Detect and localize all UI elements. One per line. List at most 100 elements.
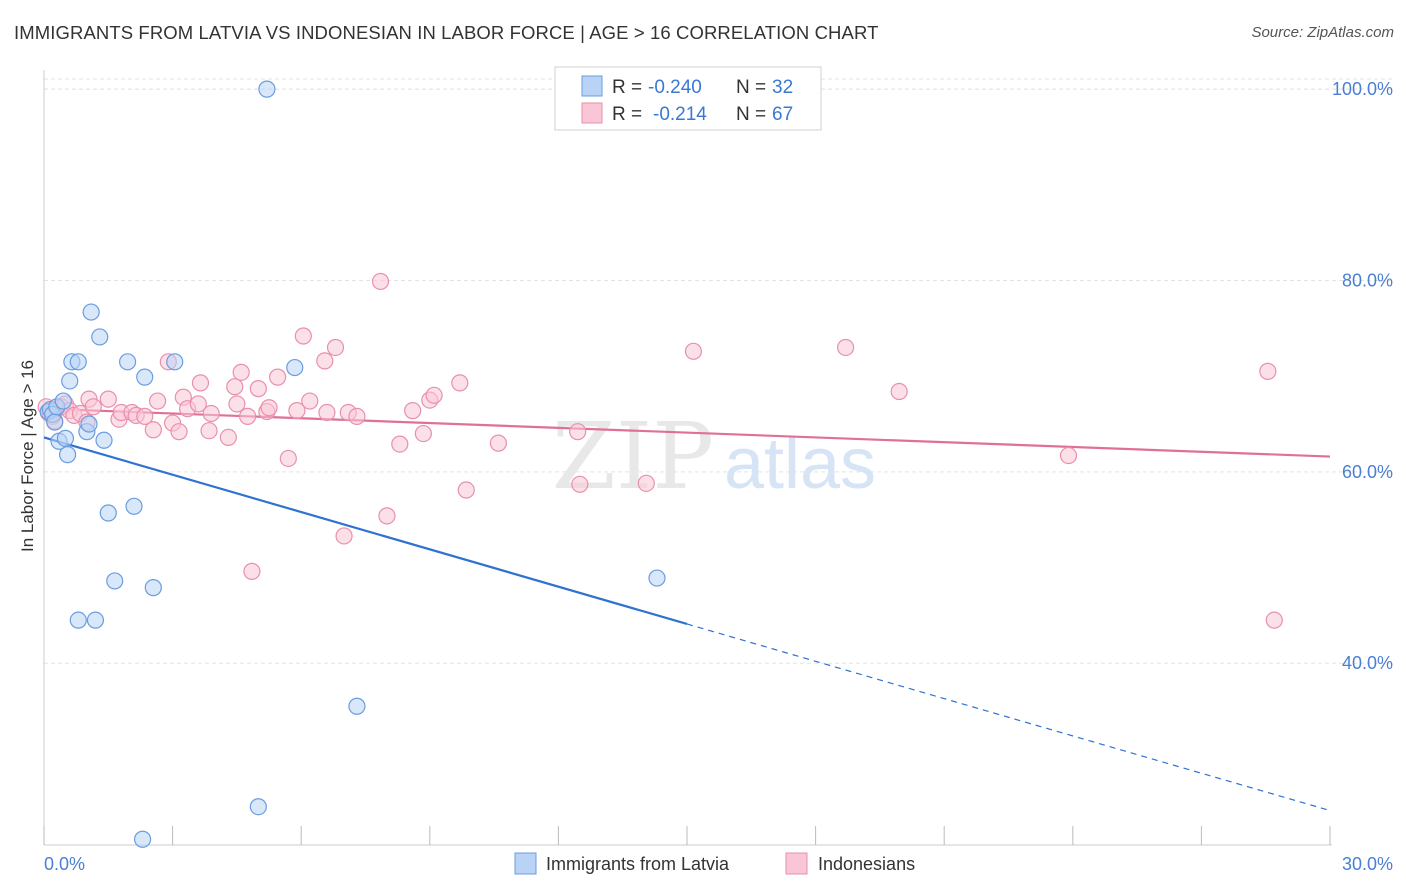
point-indonesians [301,392,319,410]
point-indonesians [378,507,396,525]
point-latvia [95,431,113,449]
series-latvia [39,80,666,848]
point-latvia [136,368,154,386]
point-indonesians [243,562,261,580]
point-indonesians [637,474,655,492]
point-latvia [69,353,87,371]
point-indonesians [1265,611,1283,629]
y-tick-label: 80.0% [1342,270,1393,290]
point-indonesians [318,403,336,422]
y-tick-label: 40.0% [1342,653,1393,673]
trend-line-latvia [43,436,688,626]
point-latvia [99,504,117,522]
legend-swatch-indonesians [581,102,603,124]
legend-r-value-1: -0.240 [648,77,702,98]
legend-r-label-2: R = [612,104,642,125]
legend-n-label-2: N = [736,104,766,125]
point-latvia [144,579,162,597]
point-latvia [80,415,98,433]
point-indonesians [451,374,469,392]
point-latvia [86,611,105,629]
point-indonesians [371,272,390,291]
y-tick-label: 100.0% [1332,79,1393,99]
x-tick-label-min: 0.0% [44,854,85,874]
point-indonesians [294,327,312,345]
point-latvia [125,497,143,515]
legend-r-label-1: R = [612,77,642,98]
point-indonesians [890,382,908,401]
point-indonesians [489,434,507,452]
legend-n-value-1: 32 [772,77,793,98]
series-indonesians [37,272,1283,629]
point-latvia [54,392,72,410]
point-indonesians [228,395,246,413]
point-indonesians [202,404,220,423]
point-indonesians [200,422,218,440]
point-latvia [56,429,75,447]
point-indonesians [136,407,154,425]
bottom-legend-swatch-indonesians [785,852,808,875]
source-label: Source: ZipAtlas.com [1251,24,1394,41]
chart-title: IMMIGRANTS FROM LATVIA VS INDONESIAN IN … [14,22,879,43]
trend-lines [43,407,1331,812]
axes [43,70,1332,846]
x-ticks [43,826,1331,845]
point-latvia [106,572,124,590]
point-indonesians [1059,446,1078,465]
legend-box: R = -0.240 N = 32 R = -0.214 N = 67 [554,66,822,131]
point-indonesians [288,402,306,420]
point-latvia [258,80,276,98]
watermark: ZIP atlas [552,403,876,510]
bottom-legend: Immigrants from Latvia Indonesians [514,852,915,875]
point-latvia [118,353,137,371]
point-indonesians [144,421,162,439]
watermark-zip: ZIP [552,403,714,510]
point-indonesians [249,380,267,398]
point-latvia [46,413,64,431]
point-indonesians [148,392,167,410]
y-tick-labels: 40.0% 60.0% 80.0% 100.0% [1332,79,1393,673]
point-indonesians [279,449,297,468]
point-indonesians [457,481,475,499]
point-indonesians [425,386,443,404]
point-latvia [166,353,184,371]
point-indonesians [391,435,409,453]
point-indonesians [316,352,334,370]
point-indonesians [569,423,587,441]
point-indonesians [189,395,207,413]
point-indonesians [571,475,589,493]
bottom-legend-label-indonesians: Indonesians [818,854,915,874]
point-latvia [82,303,100,321]
bottom-legend-swatch-latvia [514,852,537,875]
point-indonesians [326,338,345,357]
point-latvia [58,446,77,464]
point-latvia [69,611,87,629]
legend-swatch-latvia [581,75,603,97]
point-indonesians [191,374,210,392]
point-latvia [91,328,109,346]
trend-line-indonesians [43,407,1331,458]
legend-n-label-1: N = [736,77,766,98]
point-indonesians [348,407,366,425]
point-latvia [61,372,79,390]
point-latvia [648,569,666,587]
point-indonesians [84,398,102,416]
point-indonesians [1259,362,1277,380]
point-indonesians [837,338,855,357]
point-indonesians [226,378,244,396]
trend-line-latvia-projection [686,623,1331,812]
point-indonesians [219,428,237,447]
point-indonesians [414,424,432,443]
point-latvia [286,358,304,377]
point-indonesians [99,390,117,408]
point-indonesians [239,407,257,425]
point-indonesians [684,342,703,360]
bottom-legend-label-latvia: Immigrants from Latvia [546,854,730,874]
point-indonesians [335,527,353,545]
x-tick-label-max: 30.0% [1342,854,1393,874]
point-latvia [133,830,152,848]
legend-n-value-2: 67 [772,104,793,125]
point-indonesians [232,363,250,381]
point-indonesians [404,402,422,420]
